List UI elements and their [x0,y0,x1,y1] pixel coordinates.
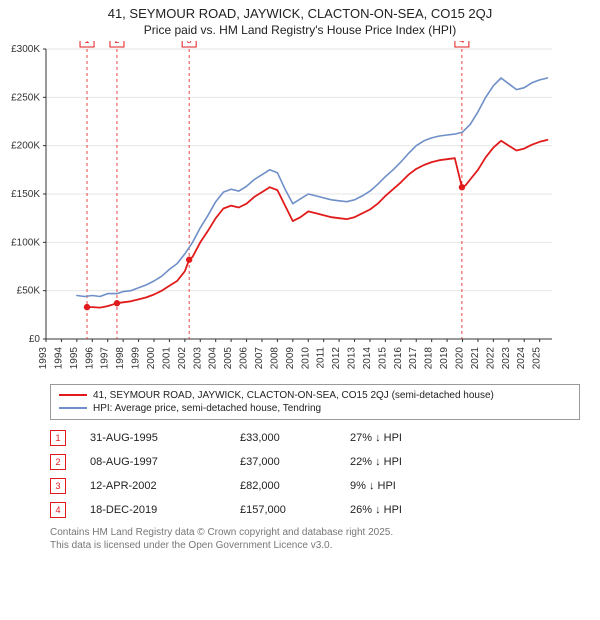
event-marker: 2 [50,454,66,470]
legend: 41, SEYMOUR ROAD, JAYWICK, CLACTON-ON-SE… [50,384,580,420]
svg-text:2003: 2003 [192,346,203,369]
chart-title-line2: Price paid vs. HM Land Registry's House … [0,23,600,41]
svg-text:1993: 1993 [38,346,49,369]
svg-text:1: 1 [85,41,90,45]
event-row: 3 12-APR-2002£82,0009% ↓ HPI [50,474,580,498]
svg-text:4: 4 [459,41,464,45]
svg-text:2005: 2005 [223,346,234,369]
svg-text:£100K: £100K [11,237,40,248]
svg-text:1995: 1995 [69,346,80,369]
svg-text:£200K: £200K [11,141,40,152]
svg-text:2007: 2007 [254,346,265,369]
chart-container: 41, SEYMOUR ROAD, JAYWICK, CLACTON-ON-SE… [0,0,600,552]
event-marker: 1 [50,430,66,446]
event-row: 1 31-AUG-1995£33,00027% ↓ HPI [50,426,580,450]
svg-text:2002: 2002 [177,346,188,369]
svg-text:2024: 2024 [516,346,527,369]
event-price: £33,000 [240,432,350,444]
event-date: 12-APR-2002 [90,480,240,492]
events-table: 1 31-AUG-1995£33,00027% ↓ HPI 2 08-AUG-1997… [50,426,580,522]
legend-swatch [59,407,87,409]
event-marker: 4 [50,502,66,518]
chart-area: £0 £50K £100K £150K £200K £250K £300K 1993 1994 1… [0,41,600,376]
svg-text:1994: 1994 [53,346,64,369]
legend-label: HPI: Average price, semi-detached house,… [93,403,321,414]
legend-item: HPI: Average price, semi-detached house,… [59,402,571,415]
event-price: £157,000 [240,504,350,516]
svg-text:2006: 2006 [239,346,250,369]
event-date: 08-AUG-1997 [90,456,240,468]
svg-text:2025: 2025 [532,346,543,369]
svg-text:2000: 2000 [146,346,157,369]
footer-line1: Contains HM Land Registry data © Crown c… [50,526,580,539]
event-date: 18-DEC-2019 [90,504,240,516]
event-row: 4 18-DEC-2019£157,00026% ↓ HPI [50,498,580,522]
legend-label: 41, SEYMOUR ROAD, JAYWICK, CLACTON-ON-SE… [93,390,494,401]
svg-text:2: 2 [114,41,119,45]
svg-text:2004: 2004 [208,346,219,369]
footer-line2: This data is licensed under the Open Gov… [50,539,580,552]
event-diff: 27% ↓ HPI [350,432,460,444]
event-price: £37,000 [240,456,350,468]
chart-title-line1: 41, SEYMOUR ROAD, JAYWICK, CLACTON-ON-SE… [0,0,600,23]
svg-text:2019: 2019 [439,346,450,369]
svg-text:£150K: £150K [11,189,40,200]
event-price: £82,000 [240,480,350,492]
svg-text:2009: 2009 [285,346,296,369]
svg-text:3: 3 [187,41,192,45]
svg-text:2008: 2008 [269,346,280,369]
svg-text:2015: 2015 [377,346,388,369]
svg-text:2010: 2010 [300,346,311,369]
svg-text:1997: 1997 [100,346,111,369]
svg-text:2018: 2018 [424,346,435,369]
svg-text:1996: 1996 [84,346,95,369]
event-diff: 22% ↓ HPI [350,456,460,468]
svg-text:2013: 2013 [347,346,358,369]
svg-text:£250K: £250K [11,92,40,103]
legend-swatch [59,394,87,396]
legend-item: 41, SEYMOUR ROAD, JAYWICK, CLACTON-ON-SE… [59,389,571,402]
svg-text:2001: 2001 [161,346,172,369]
svg-text:2011: 2011 [316,346,327,368]
event-marker: 3 [50,478,66,494]
event-diff: 9% ↓ HPI [350,480,460,492]
line-chart-svg: £0 £50K £100K £150K £200K £250K £300K 1993 1994 1… [0,41,560,371]
event-diff: 26% ↓ HPI [350,504,460,516]
svg-text:2022: 2022 [485,346,496,369]
svg-text:£300K: £300K [11,44,40,55]
svg-text:2020: 2020 [455,346,466,369]
svg-text:2012: 2012 [331,346,342,369]
svg-text:2023: 2023 [501,346,512,369]
svg-text:2021: 2021 [470,346,481,369]
svg-text:1998: 1998 [115,346,126,369]
svg-text:£50K: £50K [17,286,41,297]
svg-text:1999: 1999 [131,346,142,369]
event-date: 31-AUG-1995 [90,432,240,444]
svg-text:2014: 2014 [362,346,373,369]
footer-attribution: Contains HM Land Registry data © Crown c… [50,526,580,552]
svg-text:£0: £0 [29,334,41,345]
svg-text:2016: 2016 [393,346,404,369]
svg-text:2017: 2017 [408,346,419,369]
event-row: 2 08-AUG-1997£37,00022% ↓ HPI [50,450,580,474]
